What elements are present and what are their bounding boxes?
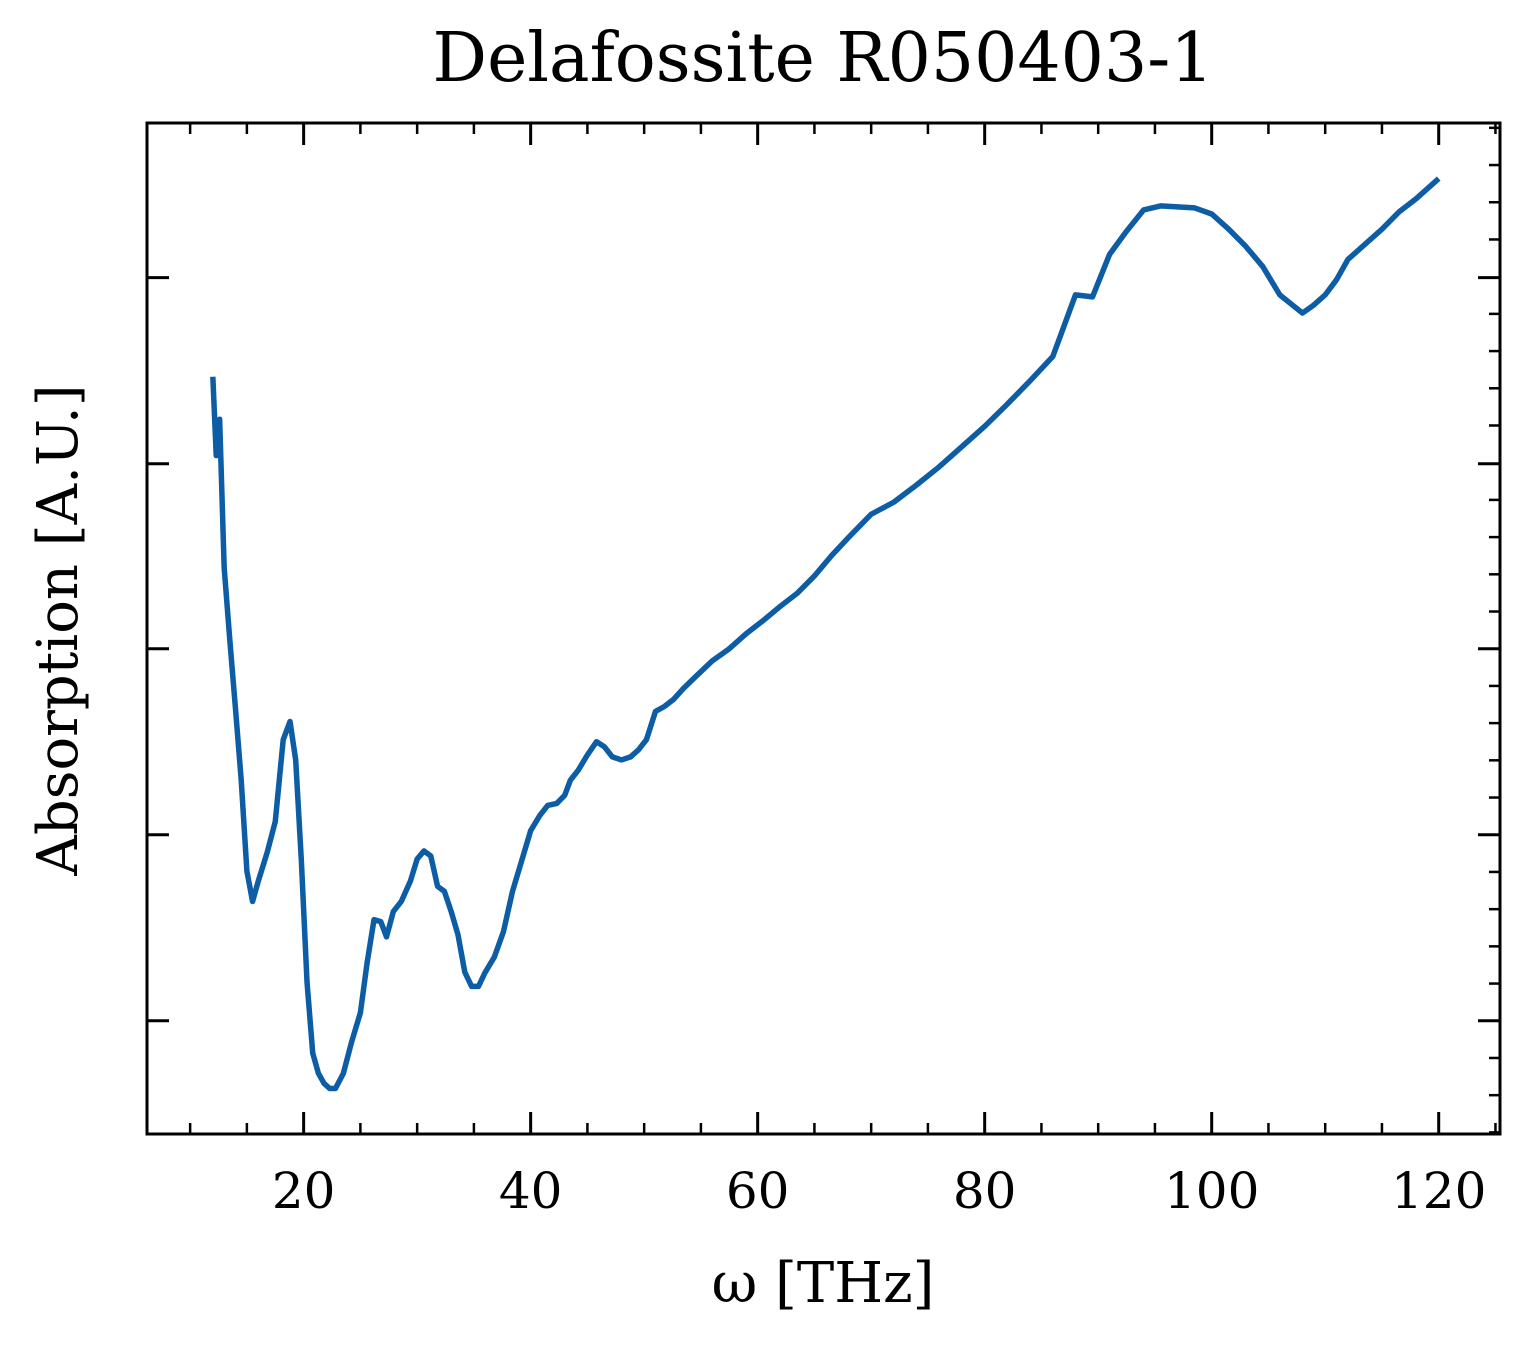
x-tick-label: 60 xyxy=(726,1162,790,1220)
plot-frame xyxy=(145,121,1502,1136)
x-axis-label: ω [THz] xyxy=(712,1251,935,1316)
x-tick-labels: 20 40 60 80 100 120 xyxy=(272,1162,1487,1220)
x-tick-label: 20 xyxy=(272,1162,336,1220)
x-tick-label: 120 xyxy=(1391,1162,1486,1220)
series-line-0 xyxy=(210,176,1441,1092)
x-tick-label: 100 xyxy=(1164,1162,1259,1220)
axis-ticks xyxy=(147,123,1500,1134)
series-layer xyxy=(210,176,1441,1092)
chart-title: Delafossite R050403-1 xyxy=(433,19,1214,98)
x-tick-label: 80 xyxy=(953,1162,1017,1220)
y-axis-label: Absorption [A.U.] xyxy=(26,384,91,876)
x-tick-label: 40 xyxy=(499,1162,563,1220)
